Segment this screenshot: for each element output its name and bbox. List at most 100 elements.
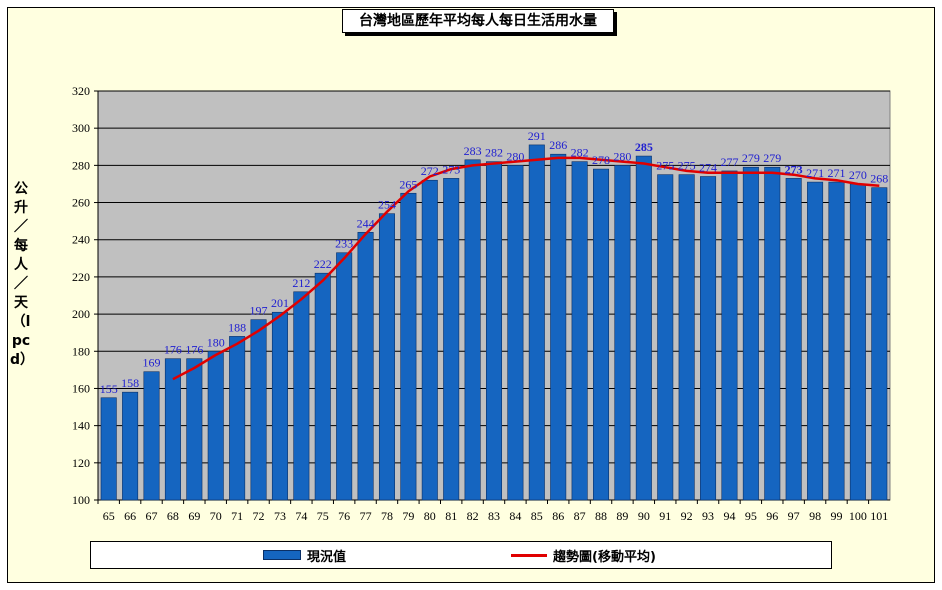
- x-tick-label: 93: [702, 509, 714, 523]
- x-tick-label: 79: [402, 509, 414, 523]
- x-tick-label: 96: [766, 509, 778, 523]
- chart-title: 台灣地區歷年平均每人每日生活用水量: [342, 9, 614, 33]
- bar: [293, 291, 310, 501]
- data-label: 268: [870, 172, 888, 186]
- data-label: 272: [421, 164, 439, 178]
- y-tick-label: 180: [72, 344, 90, 358]
- bar: [207, 350, 224, 501]
- bar: [571, 161, 588, 501]
- bar: [164, 358, 181, 501]
- data-label: 155: [100, 382, 118, 396]
- bar: [271, 311, 288, 501]
- y-tick-label: 160: [72, 381, 90, 395]
- bar: [721, 170, 738, 501]
- x-tick-label: 74: [295, 509, 307, 523]
- x-tick-label: 66: [124, 509, 136, 523]
- y-tick-label: 280: [72, 158, 90, 172]
- bar: [421, 179, 438, 501]
- x-tick-label: 90: [638, 509, 650, 523]
- bar: [593, 168, 610, 501]
- data-label: 233: [335, 237, 353, 251]
- bar: [785, 178, 802, 501]
- data-label: 273: [785, 162, 803, 176]
- data-label: 285: [635, 140, 653, 154]
- data-label: 158: [121, 376, 139, 390]
- data-label: 279: [763, 151, 781, 165]
- x-tick-label: 70: [210, 509, 222, 523]
- y-axis-label: 公升／每人／天（lpcd）: [10, 181, 35, 368]
- data-label: 280: [506, 149, 524, 163]
- x-tick-label: 85: [531, 509, 543, 523]
- bar: [443, 178, 460, 501]
- x-tick-label: 83: [488, 509, 500, 523]
- bar: [871, 187, 888, 501]
- x-tick-label: 92: [681, 509, 693, 523]
- bar: [378, 213, 395, 501]
- bar: [250, 319, 267, 501]
- data-label: 275: [678, 159, 696, 173]
- data-label: 274: [699, 161, 717, 175]
- bar: [314, 272, 331, 501]
- x-tick-label: 95: [745, 509, 757, 523]
- bar: [550, 153, 567, 501]
- y-tick-label: 120: [72, 456, 90, 470]
- y-tick-label: 240: [72, 233, 90, 247]
- data-label: 282: [485, 146, 503, 160]
- x-tick-label: 81: [445, 509, 457, 523]
- x-tick-label: 89: [616, 509, 628, 523]
- data-label: 277: [720, 155, 738, 169]
- x-tick-label: 99: [830, 509, 842, 523]
- y-tick-label: 260: [72, 196, 90, 210]
- x-tick-label: 75: [317, 509, 329, 523]
- data-label: 222: [314, 257, 332, 271]
- x-tick-label: 69: [188, 509, 200, 523]
- bar: [742, 166, 759, 501]
- data-label: 244: [357, 216, 375, 230]
- bar: [100, 397, 117, 501]
- data-label: 271: [806, 166, 824, 180]
- bar: [678, 174, 695, 501]
- data-label: 270: [849, 168, 867, 182]
- x-tick-label: 101: [870, 509, 888, 523]
- bar: [485, 161, 503, 501]
- x-tick-label: 100: [849, 509, 867, 523]
- bar: [764, 166, 781, 501]
- bar: [229, 336, 246, 501]
- legend-swatch-line: [511, 553, 547, 557]
- legend-label-line: 趨勢圖(移動平均): [553, 549, 656, 565]
- x-tick-label: 71: [231, 509, 243, 523]
- x-tick-label: 78: [381, 509, 393, 523]
- y-tick-label: 300: [72, 121, 90, 135]
- bar: [400, 192, 417, 501]
- y-tick-label: 200: [72, 307, 90, 321]
- x-tick-label: 67: [146, 509, 158, 523]
- x-tick-label: 68: [167, 509, 179, 523]
- x-tick-label: 94: [723, 509, 735, 523]
- data-label: 176: [185, 343, 203, 357]
- data-label: 188: [228, 320, 246, 334]
- x-tick-label: 97: [788, 509, 800, 523]
- data-label: 280: [613, 149, 631, 163]
- legend-swatch-bar: [263, 550, 301, 560]
- bar: [849, 183, 866, 501]
- data-label: 282: [571, 146, 589, 160]
- data-label: 201: [271, 296, 289, 310]
- bar: [614, 165, 631, 501]
- data-label: 180: [207, 335, 225, 349]
- x-tick-label: 87: [574, 509, 586, 523]
- x-tick-label: 77: [360, 509, 372, 523]
- x-tick-label: 73: [274, 509, 286, 523]
- data-label: 291: [528, 129, 546, 143]
- bar: [657, 174, 674, 501]
- bar: [357, 231, 374, 501]
- y-tick-label: 220: [72, 270, 90, 284]
- x-tick-label: 76: [338, 509, 350, 523]
- bar: [635, 155, 652, 501]
- bar: [700, 176, 717, 501]
- x-tick-label: 82: [467, 509, 479, 523]
- x-tick-label: 91: [659, 509, 671, 523]
- data-label: 279: [742, 151, 760, 165]
- data-label: 254: [378, 198, 396, 212]
- data-label: 271: [827, 166, 845, 180]
